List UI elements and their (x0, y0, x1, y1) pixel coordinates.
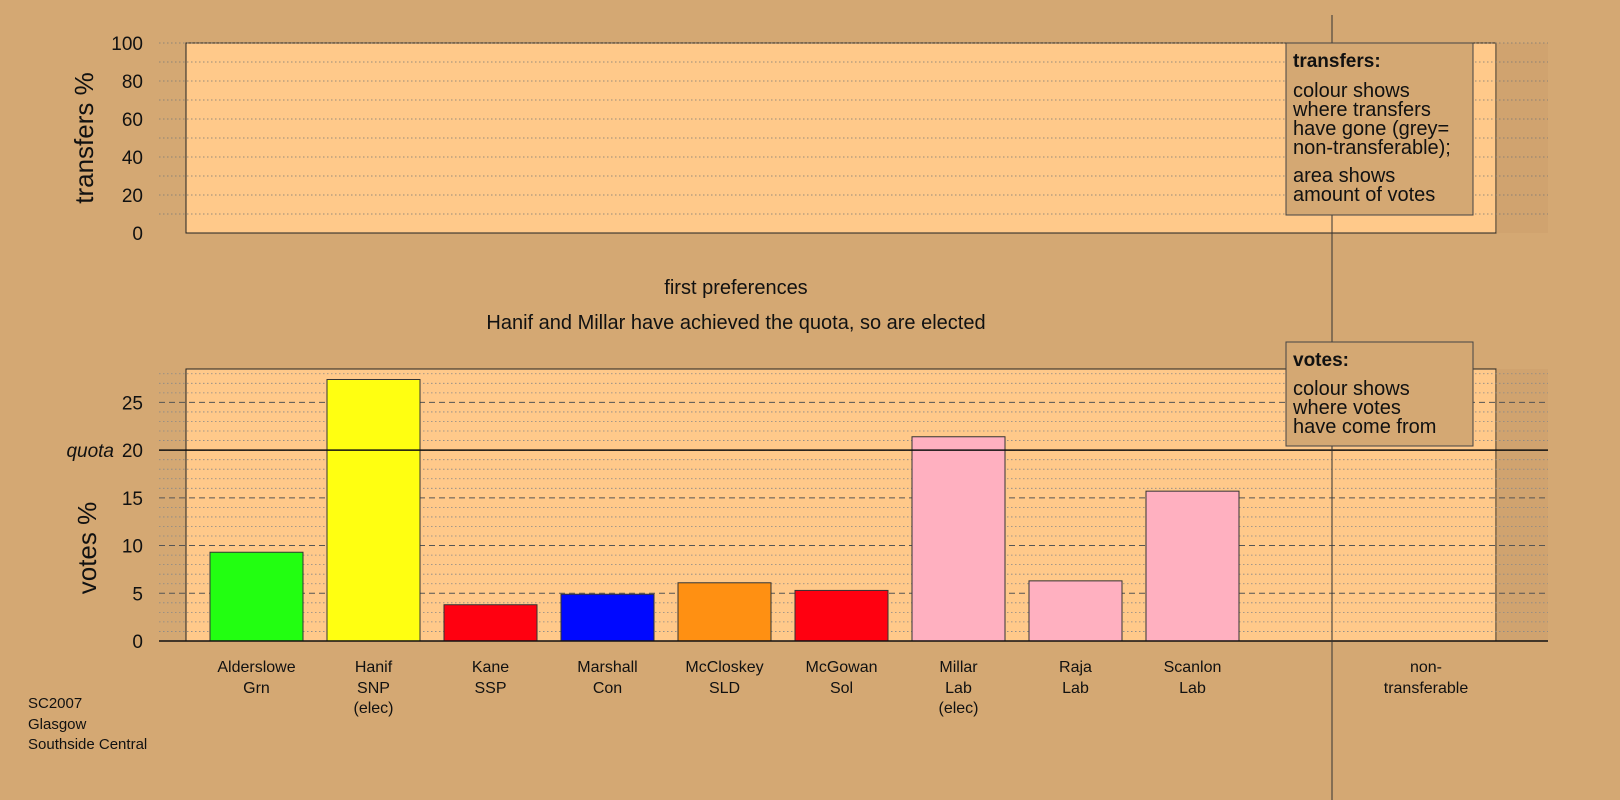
transfers-tick-label: 40 (122, 148, 143, 169)
transfers-y-ticks: 0 20 40 60 80 100 (111, 34, 143, 245)
nontransferable-label-2: transferable (1384, 680, 1469, 697)
votes-tick-label: 25 (122, 393, 143, 414)
candidate-party-label: SLD (709, 680, 740, 697)
votes-axis-title: votes % (72, 502, 102, 595)
transfers-legend-line: where transfers (1292, 99, 1431, 121)
transfers-tick-label: 100 (111, 34, 143, 55)
candidate-party-label: Lab (945, 680, 972, 697)
vote-bar (209, 551, 304, 642)
candidate-name-label: McGowan (805, 659, 877, 676)
votes-tick-label: 10 (122, 537, 143, 558)
nontransferable-label-1: non- (1410, 659, 1442, 676)
candidate-labels: Alderslowe Grn Hanif SNP (elec) Kane SSP Marsha… (217, 659, 1221, 717)
transfers-tick-label: 0 (132, 224, 143, 245)
transfers-tick-label: 80 (122, 72, 143, 93)
candidate-name-label: McCloskey (685, 659, 763, 676)
candidate-party-label: SSP (474, 680, 506, 697)
transfers-legend-line: have gone (grey= (1293, 118, 1449, 140)
votes-y-ticks: 0 5 10 15 20 25 (122, 393, 143, 653)
vote-bar (677, 582, 772, 642)
transfers-legend-line: non-transferable); (1293, 137, 1451, 159)
transfers-legend-line: amount of votes (1293, 184, 1435, 206)
vote-bar (1145, 490, 1240, 642)
votes-legend: votes: colour shows where votes have com… (1285, 341, 1474, 447)
candidate-name-label: Kane (472, 659, 509, 676)
candidate-name-label: Scanlon (1164, 659, 1222, 676)
vote-bar (911, 436, 1006, 642)
votes-legend-line: where votes (1292, 397, 1401, 419)
votes-tick-label: 0 (132, 632, 143, 653)
candidate-elected-label: (elec) (353, 700, 393, 717)
candidate-name-label: Raja (1059, 659, 1092, 676)
votes-legend-title: votes: (1293, 350, 1349, 371)
candidate-party-label: Sol (830, 680, 853, 697)
candidate-name-label: Millar (939, 659, 978, 676)
candidate-name-label: Alderslowe (217, 659, 295, 676)
candidate-party-label: Con (593, 680, 622, 697)
votes-legend-line: have come from (1293, 416, 1436, 438)
candidate-name-label: Marshall (577, 659, 637, 676)
votes-tick-label: 5 (132, 584, 143, 605)
vote-bar (1028, 580, 1123, 642)
vote-bar (560, 593, 655, 642)
candidate-name-label: Hanif (355, 659, 393, 676)
candidate-party-label: Lab (1062, 680, 1089, 697)
votes-tick-label: 15 (122, 489, 143, 510)
transfers-legend-line: area shows (1293, 165, 1395, 187)
vote-bar (326, 378, 421, 642)
vote-bar (443, 604, 538, 642)
votes-tick-label: 20 (122, 441, 143, 462)
votes-legend-line: colour shows (1293, 378, 1410, 400)
votes-legend-box (1285, 341, 1474, 447)
transfers-tick-label: 60 (122, 110, 143, 131)
candidate-elected-label: (elec) (938, 700, 978, 717)
quota-label: quota (66, 441, 114, 462)
votes-shade (1496, 369, 1548, 641)
transfers-legend-box (1285, 42, 1474, 216)
transfers-legend: transfers: colour shows where transfers … (1285, 42, 1474, 216)
footer-line: SC2007 (28, 695, 82, 712)
transfers-tick-label: 20 (122, 186, 143, 207)
transfers-legend-title: transfers: (1293, 51, 1381, 72)
footer-line: Glasgow (28, 716, 87, 733)
votes-bars (209, 378, 1240, 642)
chart-caption-1: first preferences (664, 277, 807, 299)
candidate-party-label: Grn (243, 680, 270, 697)
transfers-axis-title: transfers % (69, 72, 99, 204)
footer-line: Southside Central (28, 736, 147, 753)
transfers-panel: 0 20 40 60 80 100 transfers % (69, 34, 1548, 245)
vote-bar (794, 589, 889, 642)
candidate-party-label: SNP (357, 680, 390, 697)
candidate-party-label: Lab (1179, 680, 1206, 697)
chart-caption-2: Hanif and Millar have achieved the quota… (486, 312, 985, 334)
transfers-legend-line: colour shows (1293, 80, 1410, 102)
